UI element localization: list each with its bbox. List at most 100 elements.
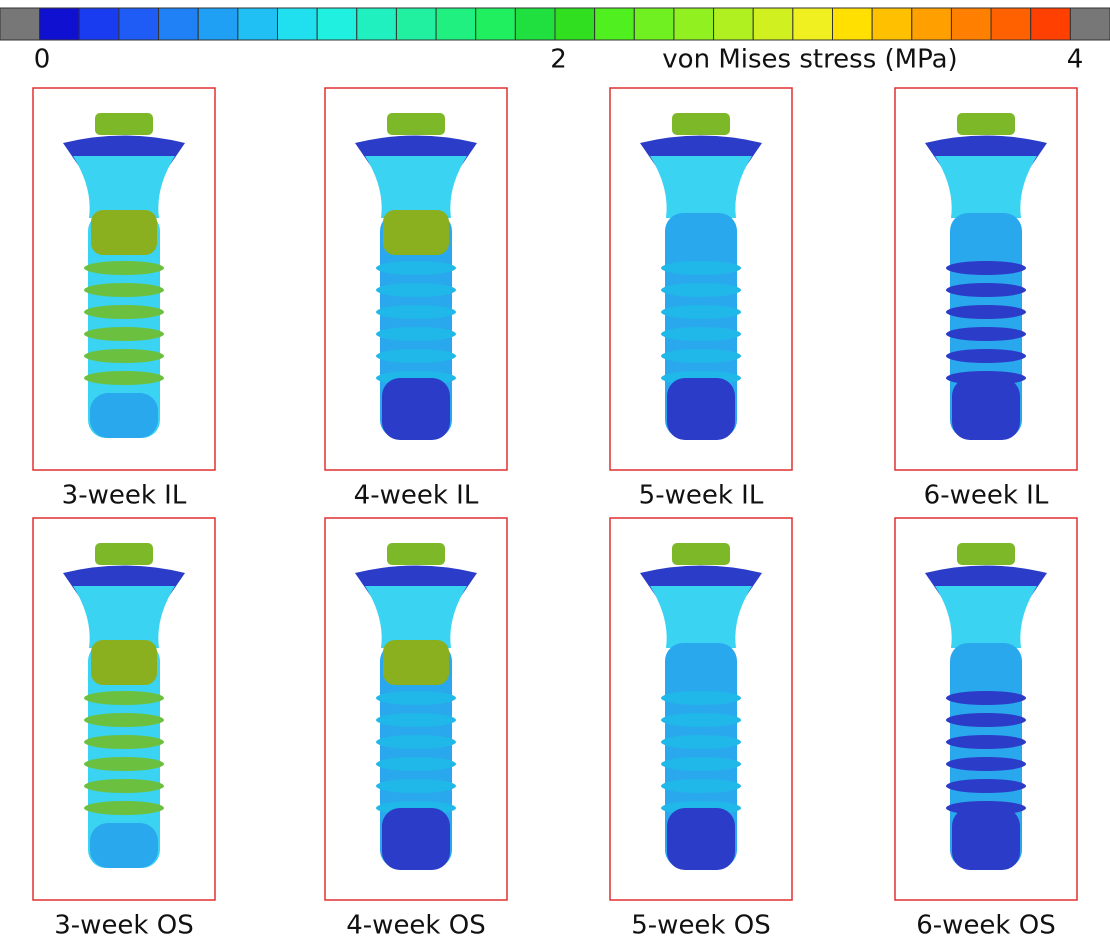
implant-neck <box>935 156 1037 218</box>
implant-thread <box>946 779 1026 793</box>
implant-thread <box>661 779 741 793</box>
implant-thread <box>84 327 164 341</box>
implant-thread <box>84 757 164 771</box>
implant-cap <box>672 113 730 135</box>
panel: 4-week OS <box>325 518 507 941</box>
implant-thread <box>946 305 1026 319</box>
implant-thread <box>946 713 1026 727</box>
colorbar-cell <box>278 8 318 40</box>
panel: 6-week OS <box>895 518 1077 941</box>
implant-tip <box>382 808 450 870</box>
implant-thread <box>661 327 741 341</box>
colorbar-cell <box>119 8 159 40</box>
panel-label: 4-week IL <box>354 481 479 511</box>
colorbar-cell <box>634 8 674 40</box>
implant-thread <box>661 757 741 771</box>
colorbar-tick-label: 2 <box>550 45 567 75</box>
implant-neck <box>650 156 752 218</box>
implant-tip <box>667 808 735 870</box>
implant-thread <box>946 757 1026 771</box>
implant-cap <box>95 543 153 565</box>
implant-tip <box>90 823 158 868</box>
implant-thread <box>376 735 456 749</box>
implant-thread <box>376 349 456 363</box>
colorbar-cell <box>595 8 635 40</box>
implant-thread <box>84 283 164 297</box>
implant-thread <box>84 713 164 727</box>
implant-thread <box>946 261 1026 275</box>
implant-tip <box>667 378 735 440</box>
colorbar-cell <box>1031 8 1071 40</box>
implant-thread <box>376 283 456 297</box>
colorbar-cell <box>674 8 714 40</box>
implant-neck <box>935 586 1037 648</box>
implant-thread <box>661 349 741 363</box>
colorbar-cell <box>793 8 833 40</box>
panel-label: 3-week OS <box>54 911 193 941</box>
implant-cap <box>95 113 153 135</box>
colorbar-cell <box>0 8 40 40</box>
colorbar-cell <box>396 8 436 40</box>
implant-thread <box>84 735 164 749</box>
implant-thread <box>946 691 1026 705</box>
implant-neck <box>73 156 175 218</box>
colorbar-label: von Mises stress (MPa) <box>662 45 957 75</box>
implant-thread <box>376 713 456 727</box>
panel-label: 5-week IL <box>639 481 764 511</box>
colorbar-tick-label: 4 <box>1067 45 1084 75</box>
implant-thread <box>84 801 164 815</box>
implant-thread <box>84 349 164 363</box>
panel-label: 6-week OS <box>916 911 1055 941</box>
implant-thread <box>661 691 741 705</box>
implant-thread <box>84 261 164 275</box>
implant-thread <box>84 371 164 385</box>
implant-thread <box>376 305 456 319</box>
implant-thread <box>946 283 1026 297</box>
implant-thread <box>376 757 456 771</box>
implant-thread <box>376 779 456 793</box>
implant-thread <box>661 261 741 275</box>
implant-thread <box>84 305 164 319</box>
implant-cap <box>387 113 445 135</box>
implant-band <box>91 640 157 685</box>
panel: 3-week IL <box>33 88 215 511</box>
implant-cap <box>957 543 1015 565</box>
panel: 5-week OS <box>610 518 792 941</box>
implant-thread <box>946 327 1026 341</box>
implant-tip <box>952 808 1020 870</box>
colorbar-cell <box>872 8 912 40</box>
colorbar-cell <box>912 8 952 40</box>
implant-neck <box>650 586 752 648</box>
implant-cap <box>957 113 1015 135</box>
panel-label: 5-week OS <box>631 911 770 941</box>
colorbar-cell <box>436 8 476 40</box>
colorbar-cell <box>357 8 397 40</box>
colorbar-cell <box>951 8 991 40</box>
colorbar-cell <box>515 8 555 40</box>
implant-thread <box>376 327 456 341</box>
panel: 4-week IL <box>325 88 507 511</box>
implant-neck <box>365 586 467 648</box>
colorbar-cell <box>476 8 516 40</box>
implant-thread <box>946 349 1026 363</box>
implant-tip <box>952 378 1020 440</box>
colorbar-cell <box>238 8 278 40</box>
implant-band <box>383 210 449 255</box>
implant-neck <box>73 586 175 648</box>
implant-thread <box>84 691 164 705</box>
implant-thread <box>661 305 741 319</box>
panel-label: 4-week OS <box>346 911 485 941</box>
figure: von Mises stress (MPa) 0243-week IL4-wee… <box>0 0 1110 942</box>
implant-thread <box>84 779 164 793</box>
colorbar-cell <box>40 8 80 40</box>
implant-thread <box>661 283 741 297</box>
panel: 5-week IL <box>610 88 792 511</box>
implant-cap <box>387 543 445 565</box>
implant-tip <box>90 393 158 438</box>
implant-band <box>383 640 449 685</box>
implant-thread <box>376 691 456 705</box>
colorbar-cell <box>317 8 357 40</box>
panel: 3-week OS <box>33 518 215 941</box>
colorbar-cell <box>555 8 595 40</box>
implant-thread <box>946 735 1026 749</box>
